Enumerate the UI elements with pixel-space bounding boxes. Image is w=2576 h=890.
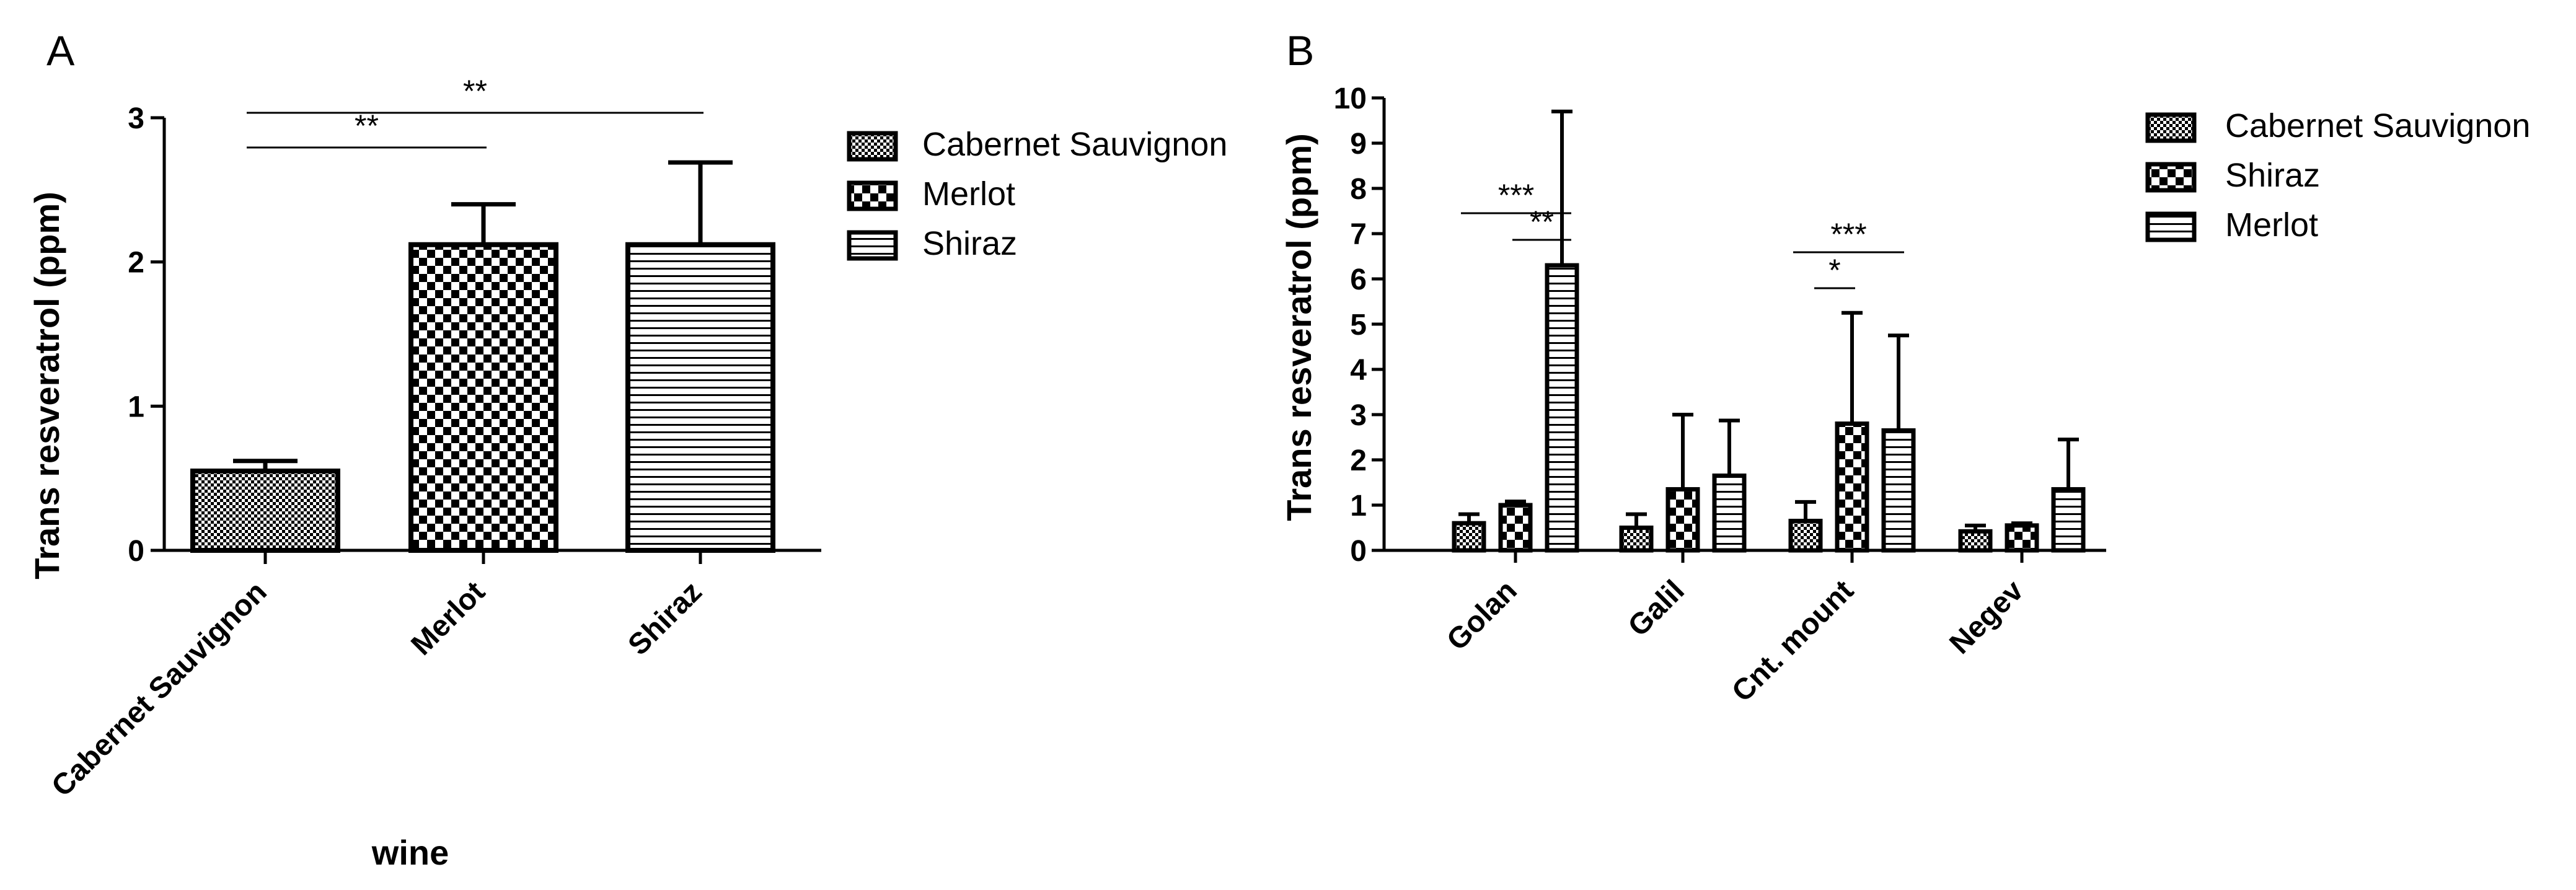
panel-a-y-tick-label: 0	[128, 535, 144, 568]
panel-a-x-tick-label: Shiraz	[622, 575, 708, 661]
panel-a-bar-cabernet-sauvignon	[190, 469, 340, 553]
panel-a-legend-swatch-cabernet-sauvignon	[847, 131, 898, 162]
panel-b-y-axis-title: Trans resveratrol (ppm)	[1279, 133, 1318, 521]
panel-a-legend-swatch-shiraz	[847, 230, 898, 261]
panel-b-x-tick-label: Cnt. mount	[1726, 574, 1860, 708]
panel-b-legend-swatch-shiraz	[2145, 162, 2197, 193]
panel-b-legend: Cabernet Sauvignon Shiraz Merlot	[2145, 107, 2530, 244]
panel-b-significance-label: ***	[1830, 217, 1866, 252]
panel-a-legend-label: Shiraz	[922, 225, 1017, 262]
panel-a-legend-label: Cabernet Sauvignon	[922, 126, 1227, 163]
panel-b-bar-golan-cabernet-sauvignon	[1452, 521, 1486, 553]
panel-a-label: A	[46, 27, 75, 74]
panel-b-bar-cnt-mount-cabernet-sauvignon	[1788, 519, 1823, 553]
panel-b-y-tick-label: 5	[1350, 309, 1367, 341]
panel-b-bar-golan-merlot	[1545, 263, 1579, 553]
panel-b-x-tick-label: Negev	[1943, 574, 2030, 661]
panel-b-y-tick-label: 0	[1350, 535, 1367, 568]
panel-a-bar-merlot	[408, 242, 558, 553]
panel-a-y-tick-label: 3	[128, 102, 144, 135]
panel-b-y-tick-label: 1	[1350, 490, 1367, 522]
panel-a-y-axis-title: Trans resveratrol (ppm)	[27, 192, 66, 579]
panel-b-y-tick-label: 6	[1350, 263, 1367, 296]
panel-b-legend-label: Merlot	[2225, 206, 2318, 244]
panel-b-y-tick-label: 10	[1334, 82, 1367, 115]
panel-b-y-tick-label: 8	[1350, 173, 1367, 206]
panel-b-bar-galil-shiraz	[1665, 487, 1700, 553]
panel-b-significance-label: ***	[1498, 178, 1534, 213]
panel-b-y-tick-label: 7	[1350, 218, 1367, 251]
panel-b-label: B	[1286, 27, 1314, 74]
panel-a-legend-label: Merlot	[922, 175, 1015, 213]
panel-a-legend: Cabernet Sauvignon Merlot Shiraz	[847, 126, 1227, 262]
panel-b-legend-swatch-merlot	[2145, 211, 2197, 242]
panel-b-y-tick-label: 9	[1350, 128, 1367, 161]
panel-a-y-tick-label: 1	[128, 390, 144, 423]
panel-b-bar-golan-shiraz	[1498, 503, 1533, 553]
panel-b-x-tick-label: Galil	[1622, 574, 1691, 643]
panel-a-y-tick-label: 2	[128, 247, 144, 280]
panel-b-x-tick-label: Golan	[1440, 574, 1524, 657]
panel-b-legend-label: Shiraz	[2225, 157, 2320, 194]
panel-a-significance-label: **	[463, 74, 487, 108]
panel-a-x-tick-label: Cabernet Sauvignon	[45, 575, 273, 803]
panel-b-bar-galil-merlot	[1712, 474, 1747, 553]
panel-b-bar-cnt-mount-shiraz	[1835, 421, 1869, 553]
panel-b-y-tick-label: 2	[1350, 444, 1367, 477]
panel-b-bar-galil-cabernet-sauvignon	[1619, 526, 1654, 553]
panel-b-bar-negev-shiraz	[2005, 523, 2039, 553]
panel-a: A 0 1 2 3 Cabernet Sauvignon Merlot Shiraz ** **…	[27, 27, 1227, 872]
panel-a-legend-swatch-merlot	[847, 180, 898, 211]
panel-a-x-tick-label: Merlot	[405, 575, 491, 661]
panel-b-legend-label: Cabernet Sauvignon	[2225, 107, 2530, 144]
panel-b-bar-cnt-mount-merlot	[1881, 428, 1916, 553]
panel-a-bar-shiraz	[625, 242, 775, 553]
panel-a-significance-label: **	[355, 108, 379, 143]
panel-b-significance-label: *	[1828, 253, 1840, 288]
panel-b-y-tick-label: 4	[1350, 354, 1367, 387]
panel-b-bar-negev-merlot	[2051, 487, 2086, 553]
panel-a-axes: 0 1 2 3 Cabernet Sauvignon Merlot Shiraz ** **	[45, 74, 821, 803]
panel-b-significance-label: **	[1530, 205, 1554, 239]
panel-b-legend-swatch-cabernet-sauvignon	[2145, 112, 2197, 143]
panel-b: B 0 1 2 3 4 5 6 7 8 9 10 Golan Galil Cnt. mount Negev *…	[1279, 27, 2530, 708]
panel-b-y-tick-label: 3	[1350, 399, 1367, 432]
panel-a-x-axis-title: wine	[371, 833, 449, 872]
panel-b-bar-negev-cabernet-sauvignon	[1958, 529, 1993, 553]
